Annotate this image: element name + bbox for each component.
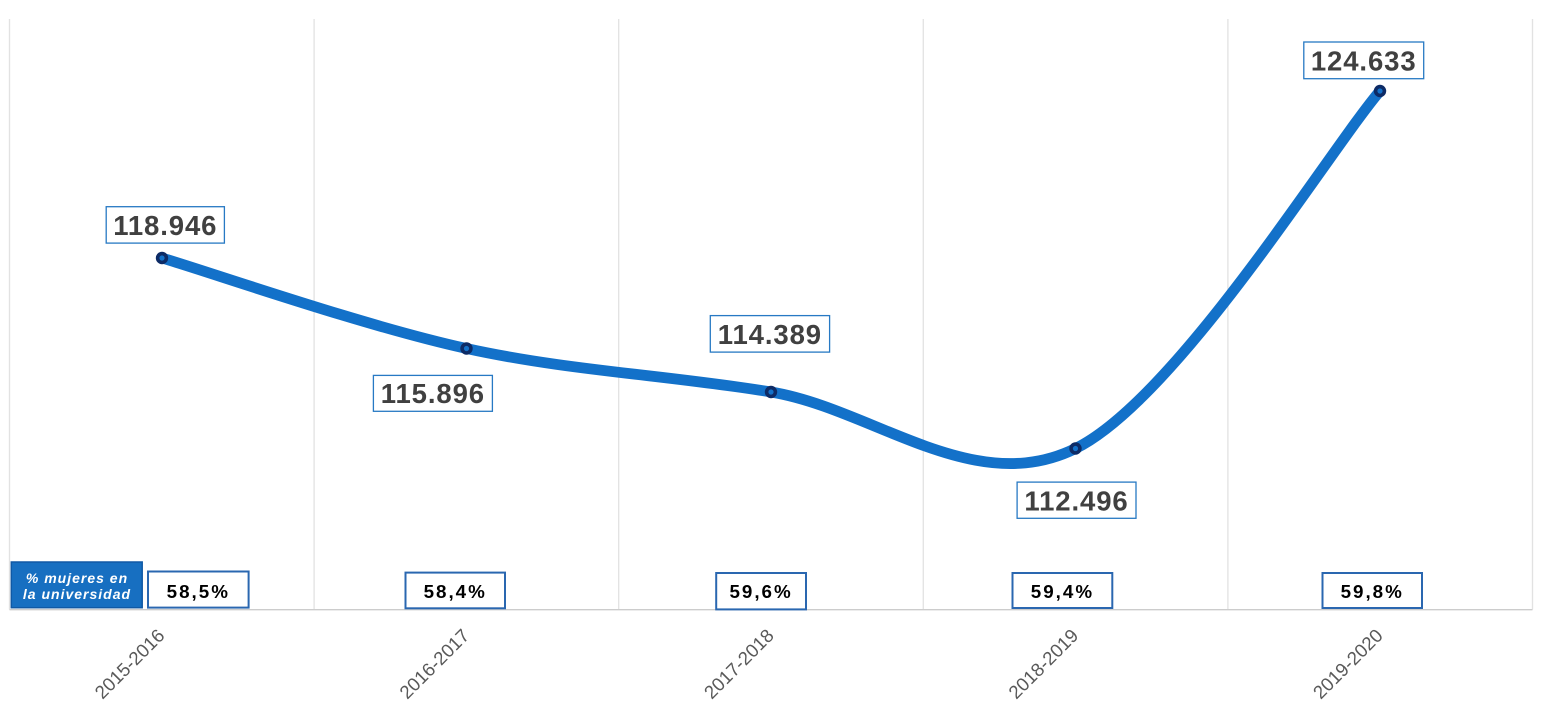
svg-text:59,4%: 59,4% bbox=[1031, 581, 1094, 602]
svg-text:112.496: 112.496 bbox=[1024, 486, 1128, 517]
svg-text:59,8%: 59,8% bbox=[1341, 581, 1404, 602]
svg-text:59,6%: 59,6% bbox=[729, 581, 792, 602]
svg-text:114.389: 114.389 bbox=[718, 319, 822, 350]
svg-text:% mujeres en: % mujeres en bbox=[26, 570, 128, 586]
svg-text:la universidad: la universidad bbox=[23, 586, 131, 602]
svg-text:58,4%: 58,4% bbox=[424, 581, 487, 602]
svg-text:58,5%: 58,5% bbox=[167, 581, 230, 602]
svg-text:115.896: 115.896 bbox=[381, 378, 485, 409]
svg-text:118.946: 118.946 bbox=[113, 210, 217, 241]
svg-text:124.633: 124.633 bbox=[1311, 46, 1417, 77]
